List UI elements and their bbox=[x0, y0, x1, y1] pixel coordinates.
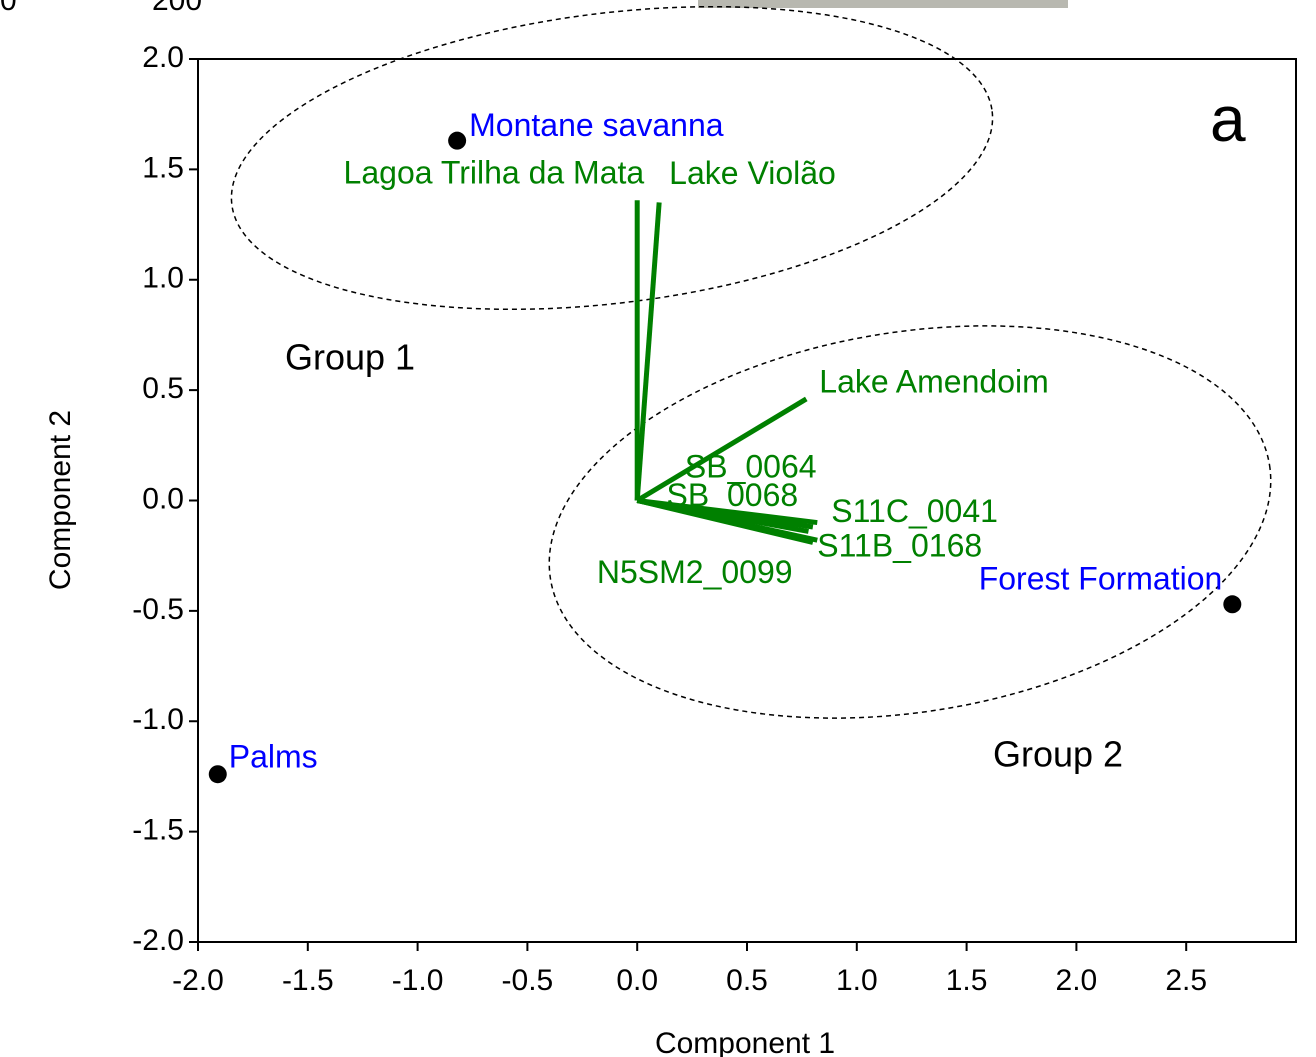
x-tick-label: -2.0 bbox=[172, 964, 224, 997]
score-label: Palms bbox=[229, 739, 318, 775]
score-label: Forest Formation bbox=[979, 561, 1223, 597]
y-tick-label: 2.0 bbox=[142, 41, 184, 74]
score-point bbox=[1223, 595, 1242, 614]
inset-image bbox=[698, 0, 1068, 8]
loading-label: SB_0068 bbox=[666, 477, 798, 513]
x-axis-label: Component 1 bbox=[655, 1027, 835, 1057]
loading-vector bbox=[636, 498, 814, 545]
loading-label: N5SM2_0099 bbox=[597, 554, 793, 590]
loading-vector bbox=[636, 498, 818, 526]
loading-vector bbox=[634, 202, 662, 501]
y-tick-label: -0.5 bbox=[132, 593, 184, 626]
loading-label: S11C_0041 bbox=[831, 493, 998, 529]
x-tick-label: 1.5 bbox=[946, 964, 988, 997]
y-axis-label: Component 2 bbox=[44, 410, 77, 590]
scale-label: 200 bbox=[152, 0, 202, 17]
group-label: Group 1 bbox=[285, 337, 415, 378]
y-tick-label: 0.5 bbox=[142, 372, 184, 405]
loading-label: S11B_0168 bbox=[817, 528, 982, 564]
score-point bbox=[208, 765, 227, 784]
y-tick-label: -1.0 bbox=[132, 703, 184, 736]
x-tick-label: 2.0 bbox=[1056, 964, 1098, 997]
x-tick-label: -1.0 bbox=[392, 964, 444, 997]
score-point bbox=[448, 131, 467, 150]
y-tick-label: -1.5 bbox=[132, 814, 184, 847]
group-ellipse bbox=[548, 325, 1272, 719]
x-tick-label: -1.5 bbox=[282, 964, 334, 997]
scale-label: 0 bbox=[0, 0, 17, 17]
loading-label: Lake Violão bbox=[669, 155, 836, 191]
y-tick-label: 0.0 bbox=[142, 482, 184, 515]
y-tick-label: 1.0 bbox=[142, 262, 184, 295]
loading-label: Lake Amendoim bbox=[819, 363, 1048, 399]
panel-letter: a bbox=[1210, 83, 1246, 155]
loading-label: Lagoa Trilha da Mata bbox=[344, 155, 645, 191]
y-tick-label: 1.5 bbox=[142, 151, 184, 184]
x-tick-label: 0.0 bbox=[616, 964, 658, 997]
group-label: Group 2 bbox=[993, 734, 1123, 775]
y-tick-label: -2.0 bbox=[132, 924, 184, 957]
x-tick-label: -0.5 bbox=[502, 964, 554, 997]
score-label: Montane savanna bbox=[469, 107, 724, 143]
x-tick-label: 2.5 bbox=[1165, 964, 1207, 997]
group-ellipse bbox=[230, 5, 994, 311]
loading-label: SB_0064 bbox=[685, 448, 817, 484]
loading-vector bbox=[635, 396, 808, 503]
x-tick-label: 0.5 bbox=[726, 964, 768, 997]
x-tick-label: 1.0 bbox=[836, 964, 878, 997]
